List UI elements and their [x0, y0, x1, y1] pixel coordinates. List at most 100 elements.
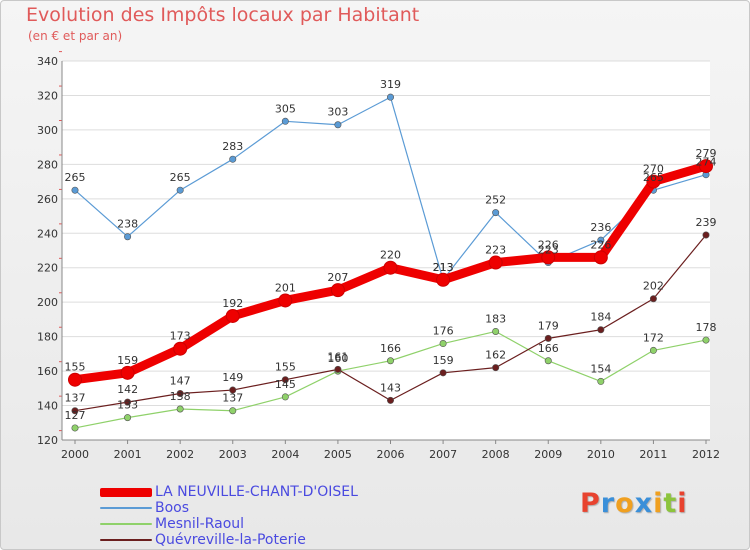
data-point	[120, 365, 135, 380]
data-point	[541, 250, 556, 265]
data-point	[492, 364, 500, 372]
y-tick-label: 280	[37, 158, 58, 171]
data-point	[439, 340, 447, 348]
x-tick-label: 2006	[377, 448, 405, 461]
data-point	[68, 372, 82, 387]
data-point	[173, 341, 188, 356]
data-point	[386, 93, 394, 101]
x-tick-label: 2003	[219, 448, 247, 461]
data-label: 154	[590, 362, 611, 375]
data-point	[597, 326, 605, 334]
data-label: 279	[696, 147, 717, 160]
y-tick-label: 300	[37, 124, 58, 137]
data-point	[649, 295, 657, 303]
data-label: 183	[485, 312, 506, 325]
x-tick-label: 2005	[324, 448, 352, 461]
data-label: 207	[327, 271, 348, 284]
legend-swatch	[100, 507, 152, 509]
data-point	[492, 209, 500, 217]
data-point	[225, 308, 240, 323]
data-label: 252	[485, 194, 506, 207]
data-label: 223	[485, 244, 506, 257]
data-label: 305	[275, 102, 296, 115]
x-tick-label: 2004	[271, 448, 299, 461]
data-label: 145	[275, 378, 296, 391]
data-point	[281, 117, 289, 125]
data-label: 147	[170, 374, 191, 387]
data-label: 179	[538, 319, 559, 332]
y-tick-label: 180	[37, 331, 58, 344]
data-label: 166	[538, 342, 559, 355]
brand-letter: x	[634, 488, 654, 519]
data-label: 161	[327, 350, 348, 363]
data-label: 265	[65, 171, 86, 184]
data-point	[386, 396, 394, 404]
y-tick-label: 220	[37, 262, 58, 275]
data-point	[124, 398, 132, 406]
y-tick-label: 240	[37, 227, 58, 240]
brand-letter: r	[600, 488, 616, 519]
x-tick-label: 2001	[114, 448, 142, 461]
brand-letter: P	[580, 488, 601, 519]
data-point	[124, 233, 132, 241]
data-label: 143	[380, 381, 401, 394]
data-label: 159	[117, 354, 138, 367]
x-tick-label: 2009	[534, 448, 562, 461]
y-tick-label: 200	[37, 296, 58, 309]
proxiti-logo: Proxiti	[580, 488, 688, 519]
data-point	[229, 386, 237, 394]
y-tick-label: 340	[37, 55, 58, 68]
data-point	[176, 389, 184, 397]
data-label: 270	[643, 163, 664, 176]
legend-swatch	[100, 539, 152, 541]
y-tick-label: 320	[37, 89, 58, 102]
data-label: 265	[643, 171, 664, 184]
data-label: 160	[327, 352, 348, 365]
data-label: 223	[538, 244, 559, 257]
data-point	[71, 424, 79, 432]
data-point	[544, 357, 552, 365]
data-label: 184	[590, 311, 611, 324]
data-point	[334, 365, 342, 373]
data-point	[71, 186, 79, 194]
data-label: 213	[433, 261, 454, 274]
data-point	[386, 357, 394, 365]
data-point	[124, 414, 132, 422]
data-label: 220	[380, 249, 401, 262]
x-tick-label: 2002	[166, 448, 194, 461]
x-tick-label: 2010	[587, 448, 615, 461]
y-tick-label: 260	[37, 193, 58, 206]
data-point	[492, 327, 500, 335]
data-point	[334, 121, 342, 129]
legend-label: Mesnil-Raoul	[155, 516, 245, 532]
data-point	[176, 186, 184, 194]
legend-label: Quévreville-la-Poterie	[155, 532, 306, 548]
brand-letter: t	[663, 488, 678, 519]
data-label: 226	[538, 238, 559, 251]
data-label: 138	[170, 390, 191, 403]
x-tick-label: 2008	[482, 448, 510, 461]
legend-swatch	[100, 523, 152, 525]
x-tick-label: 2000	[61, 448, 89, 461]
legend-label: LA NEUVILLE-CHANT-D'OISEL	[155, 484, 358, 500]
chart-title: Evolution des Impôts locaux par Habitant	[26, 4, 420, 26]
data-point	[278, 293, 293, 308]
data-label: 178	[696, 321, 717, 334]
data-label: 133	[117, 399, 138, 412]
data-point	[544, 334, 552, 342]
brand-letter: i	[677, 488, 688, 519]
data-label: 142	[117, 383, 138, 396]
x-tick-label: 2007	[429, 448, 457, 461]
data-label: 166	[380, 342, 401, 355]
data-label: 303	[327, 106, 348, 119]
data-label: 202	[643, 280, 664, 293]
data-label: 149	[222, 371, 243, 384]
data-label: 192	[222, 297, 243, 310]
data-point	[176, 405, 184, 413]
data-label: 319	[380, 78, 401, 91]
data-point	[702, 231, 710, 239]
legend-swatch	[100, 488, 152, 497]
brand-letter: o	[615, 488, 635, 519]
data-point	[699, 159, 713, 174]
